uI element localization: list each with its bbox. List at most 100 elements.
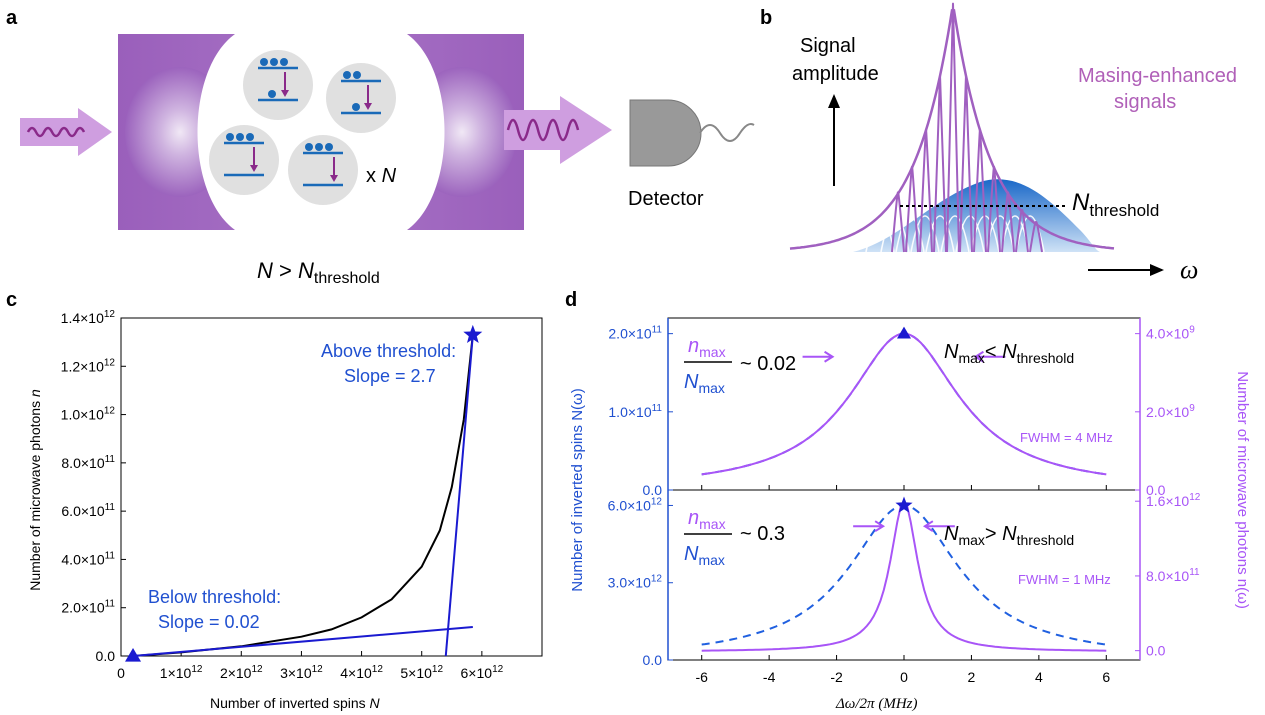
x-axis-symbol: ω [1180, 255, 1198, 284]
y-label-line2: amplitude [792, 63, 879, 85]
x-tick-label: -2 [830, 669, 843, 685]
svg-text:~ 0.3: ~ 0.3 [740, 523, 785, 545]
d-left-axis-title: Number of inverted spins N(ω) [569, 388, 586, 591]
x-tick-label: 6 [1102, 669, 1110, 685]
top-frame [667, 317, 1141, 491]
x-axis-title: Number of inverted spins N [210, 695, 381, 711]
detector-label: Detector [628, 188, 704, 210]
annotation-line1: Masing-enhanced [1078, 65, 1237, 87]
spike [946, 2, 960, 253]
svg-text:Nmax: Nmax [684, 543, 725, 568]
output-wave [506, 118, 580, 142]
d-x-axis-title: Δω/2π (MHz) [835, 696, 917, 712]
x-tick-label: 6×1012 [461, 664, 504, 681]
below-threshold-fit [132, 626, 473, 657]
data [125, 324, 483, 662]
above-slope-label: Slope = 2.7 [344, 366, 436, 386]
y-tick-label: 1.0×1012 [61, 406, 116, 423]
input-arrow [20, 108, 112, 156]
right-tick-label: 0.0 [1146, 643, 1166, 659]
spin-2 [326, 63, 396, 133]
packet [910, 215, 940, 253]
x-tick-label: 4×1012 [340, 664, 383, 681]
axes: 0 1×1012 2×1012 3×1012 4×1012 5×1012 6×1012 0.0… [61, 309, 504, 681]
spin-3 [209, 125, 279, 195]
d-right-axis-title: Number of microwave photons n(ω) [1234, 371, 1251, 609]
x-tick-label: 0 [900, 669, 908, 685]
below-threshold-label: Below threshold: [148, 587, 281, 607]
x-tick-label: 1×1012 [160, 664, 203, 681]
panel-b: b Signal amplitude Nthreshold Masing-enh… [760, 2, 1237, 284]
star-marker [463, 324, 483, 343]
top-ratio: nmax Nmax ~ 0.02 [684, 335, 796, 396]
plot-frame [120, 317, 543, 657]
star-marker [895, 496, 913, 513]
d-data [701, 326, 1107, 652]
y-tick-label: 4.0×1011 [61, 550, 115, 567]
svg-text:nmax: nmax [688, 507, 726, 532]
right-tick-label: 0.0 [1146, 482, 1166, 498]
y-tick-label: 2.0×1011 [61, 599, 115, 616]
left-tick-label: 6.0×1012 [608, 496, 663, 513]
y-tick-label: 1.4×1012 [61, 309, 116, 326]
masing-envelope [789, 9, 1115, 250]
x-tick-label: 2×1012 [220, 664, 263, 681]
spin-ensemble [209, 50, 396, 205]
triangle-marker [897, 326, 911, 339]
packet [940, 215, 970, 253]
top-relation: Nmax< Nthreshold [944, 341, 1074, 366]
above-threshold-fit [444, 334, 474, 657]
right-tick-label: 2.0×109 [1146, 403, 1195, 420]
svg-text:nmax: nmax [688, 335, 726, 360]
x-tick-label: 2 [968, 669, 976, 685]
top-fwhm-label: FWHM = 4 MHz [1020, 430, 1113, 445]
panel-letter-d: d [565, 289, 577, 311]
svg-text:~ 0.02: ~ 0.02 [740, 353, 796, 375]
spin-1 [243, 50, 313, 120]
ensemble-multiplier: x N [366, 165, 397, 187]
panel-letter-a: a [6, 7, 18, 29]
bottom-relation: Nmax> Nthreshold [944, 523, 1074, 548]
packet [1015, 215, 1045, 253]
right-tick-label: 8.0×1011 [1146, 567, 1200, 584]
x-tick-label: 0 [117, 665, 125, 681]
left-tick-label: 0.0 [643, 482, 663, 498]
bottom-fwhm-label: FWHM = 1 MHz [1018, 572, 1111, 587]
y-axis-title: Number of microwave photons n [27, 389, 43, 591]
right-tick-label: 1.6×1012 [1146, 492, 1201, 509]
annotation-line2: signals [1114, 91, 1176, 113]
bottom-ratio: nmax Nmax ~ 0.3 [684, 507, 785, 568]
fwhm-arrow-left [802, 350, 835, 363]
triangle-marker [125, 648, 142, 662]
above-threshold-label: Above threshold: [321, 341, 456, 361]
threshold-label: Nthreshold [1072, 189, 1159, 220]
x-tick-label: 5×1012 [400, 664, 443, 681]
below-slope-label: Slope = 0.02 [158, 612, 260, 632]
left-tick-label: 1.0×1011 [608, 403, 662, 420]
y-tick-label: 8.0×1011 [61, 454, 115, 471]
y-tick-label: 1.2×1012 [61, 357, 116, 374]
fwhm-arrow-right [922, 520, 955, 533]
left-tick-label: 2.0×1011 [608, 325, 662, 342]
x-tick-label: 3×1012 [280, 664, 323, 681]
fwhm-arrow-left [853, 520, 886, 533]
left-tick-label: 0.0 [643, 652, 663, 668]
detector-signal [699, 123, 755, 142]
panel-c: c 0 1×1012 2×1012 3×1012 4×1012 5×1012 6×10120… [6, 289, 543, 711]
panel-d: d 0.0 1.0×1011 2.0×1011 0.0 2.0×109 4.0×109 0.… [565, 289, 1251, 712]
input-wave [26, 126, 86, 138]
svg-text:Nmax: Nmax [684, 371, 725, 396]
y-label-line1: Signal [800, 35, 856, 57]
spin-4 [288, 135, 358, 205]
fwhm-arrow-right [973, 350, 1006, 363]
x-tick-label: -6 [695, 669, 708, 685]
detector [629, 99, 702, 167]
threshold-condition: N > Nthreshold [257, 258, 380, 287]
panel-letter-c: c [6, 289, 17, 311]
x-tick-label: -4 [763, 669, 776, 685]
right-tick-label: 4.0×109 [1146, 325, 1195, 342]
y-tick-label: 6.0×1011 [61, 502, 115, 519]
packet [925, 215, 955, 253]
x-tick-label: 4 [1035, 669, 1043, 685]
